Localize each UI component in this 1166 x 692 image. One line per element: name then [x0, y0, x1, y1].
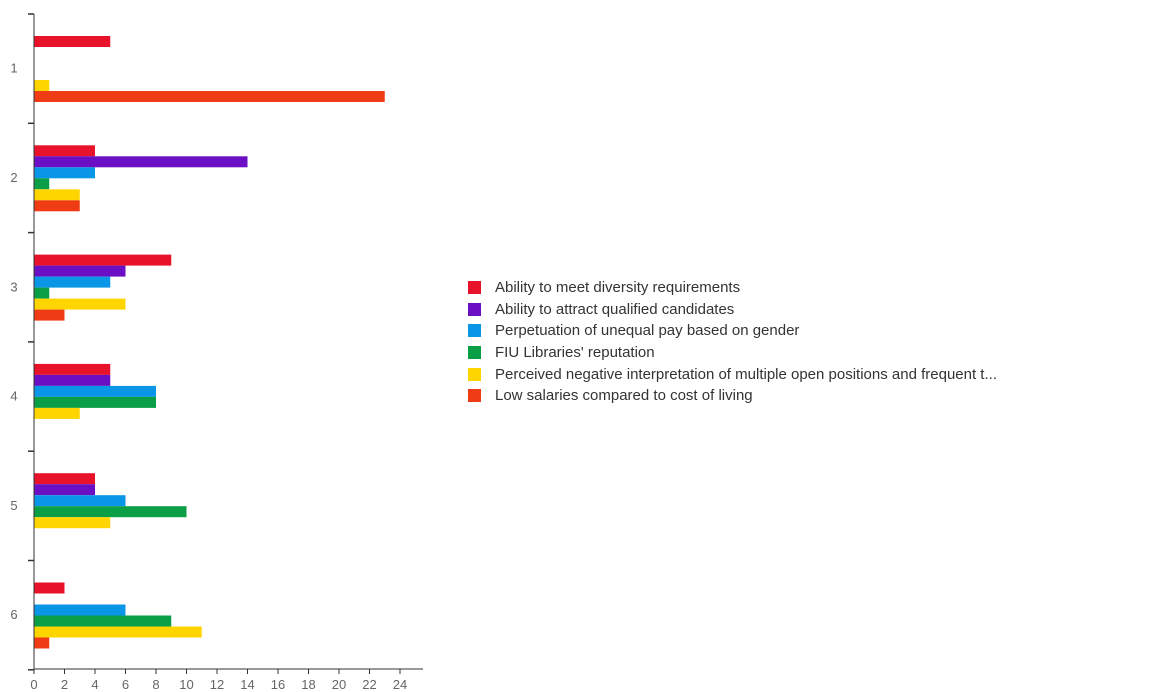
- x-tick-label: 22: [362, 677, 376, 692]
- legend-item: Perpetuation of unequal pay based on gen…: [468, 320, 997, 342]
- bar-2-series-1: [34, 145, 95, 157]
- bar-1-series-5: [34, 80, 50, 91]
- bar-4-series-4: [34, 396, 156, 408]
- bar-2-series-3: [34, 167, 95, 179]
- legend-label: Perceived negative interpretation of mul…: [495, 365, 997, 383]
- legend-label: Low salaries compared to cost of living: [495, 387, 753, 405]
- y-tick-label: 2: [10, 170, 17, 185]
- legend-swatch: [468, 324, 481, 338]
- legend-swatch: [468, 281, 481, 295]
- bar-4-series-3: [34, 385, 156, 397]
- legend-swatch: [468, 367, 481, 381]
- x-tick-label: 18: [301, 677, 315, 692]
- legend-label: Ability to attract qualified candidates: [495, 300, 735, 318]
- bar-4-series-5: [34, 407, 80, 419]
- bar-3-series-1: [34, 254, 172, 266]
- bar-3-series-2: [34, 265, 126, 277]
- x-tick-label: 10: [179, 677, 193, 692]
- legend-swatch: [468, 302, 481, 316]
- bar-2-series-6: [34, 200, 80, 212]
- y-tick-label: 1: [10, 61, 17, 76]
- legend-label: Ability to meet diversity requirements: [495, 279, 741, 297]
- bar-4-series-2: [34, 374, 111, 386]
- bar-6-series-4: [34, 615, 172, 627]
- bar-5-series-2: [34, 484, 95, 496]
- x-tick-label: 0: [30, 677, 37, 692]
- x-tick-label: 6: [122, 677, 129, 692]
- bar-5-series-1: [34, 473, 95, 485]
- y-tick-label: 4: [10, 389, 17, 404]
- bar-6-series-1: [34, 582, 65, 594]
- bar-5-series-3: [34, 495, 126, 507]
- bar-1-series-1: [34, 36, 111, 47]
- bar-2-series-2: [34, 156, 248, 168]
- x-tick-label: 12: [210, 677, 224, 692]
- legend-label: FIU Libraries' reputation: [495, 344, 655, 362]
- y-tick-label: 5: [10, 498, 17, 513]
- x-tick-label: 4: [91, 677, 98, 692]
- bar-3-series-6: [34, 309, 65, 321]
- legend-item: Low salaries compared to cost of living: [468, 385, 997, 407]
- y-tick-label: 6: [10, 607, 17, 622]
- legend-item: Ability to attract qualified candidates: [468, 299, 997, 321]
- bar-6-series-5: [34, 626, 202, 638]
- bar-2-series-4: [34, 178, 50, 190]
- bar-3-series-3: [34, 276, 111, 288]
- y-tick-label: 3: [10, 279, 17, 294]
- x-tick-label: 24: [393, 677, 407, 692]
- bar-6-series-3: [34, 604, 126, 616]
- x-tick-label: 14: [240, 677, 254, 692]
- bar-5-series-5: [34, 517, 111, 529]
- legend-item: Perceived negative interpretation of mul…: [468, 363, 997, 385]
- legend-item: Ability to meet diversity requirements: [468, 277, 997, 299]
- legend-swatch: [468, 389, 481, 403]
- legend-swatch: [468, 346, 481, 360]
- bar-1-series-6: [34, 91, 385, 102]
- x-tick-label: 2: [61, 677, 68, 692]
- bar-2-series-5: [34, 189, 80, 201]
- bar-5-series-4: [34, 506, 187, 518]
- bar-6-series-6: [34, 637, 50, 649]
- legend-label: Perpetuation of unequal pay based on gen…: [495, 322, 800, 340]
- legend: Ability to meet diversity requirements Ab…: [468, 277, 997, 407]
- x-tick-label: 16: [271, 677, 285, 692]
- bars-group: [34, 36, 385, 649]
- legend-item: FIU Libraries' reputation: [468, 342, 997, 364]
- x-tick-label: 8: [152, 677, 159, 692]
- bar-3-series-4: [34, 287, 50, 299]
- bar-3-series-5: [34, 298, 126, 310]
- x-tick-label: 20: [332, 677, 346, 692]
- bar-4-series-1: [34, 363, 111, 375]
